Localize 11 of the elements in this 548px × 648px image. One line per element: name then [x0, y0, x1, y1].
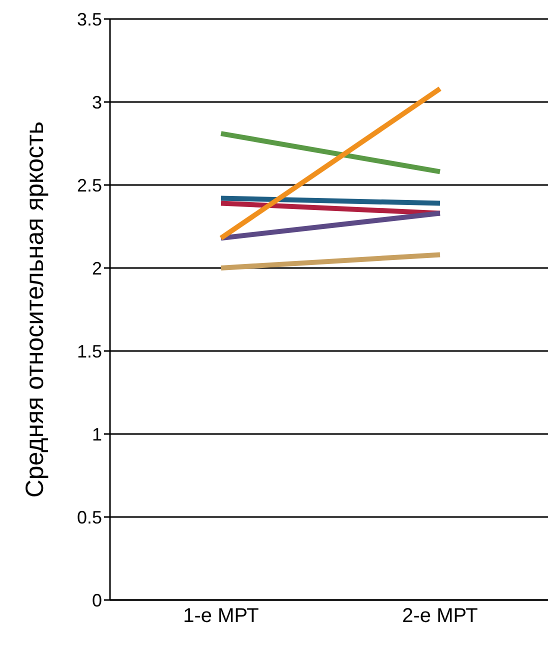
x-tick-label: 2-е МРТ — [402, 605, 478, 628]
y-tick-label: 2 — [92, 258, 102, 278]
y-tick-label: 0 — [92, 590, 102, 610]
y-tick-label: 3.5 — [76, 9, 102, 30]
y-tick-label: 3 — [92, 92, 102, 112]
x-tick-label: 1-е МРТ — [183, 605, 259, 628]
y-tick-label: 2.5 — [76, 175, 102, 196]
y-tick-label: 1 — [92, 424, 102, 444]
y-tick-label: 1.5 — [76, 341, 102, 362]
y-tick-label: 0.5 — [76, 507, 102, 528]
y-axis-title: Средняя относительная яркость — [20, 121, 49, 498]
